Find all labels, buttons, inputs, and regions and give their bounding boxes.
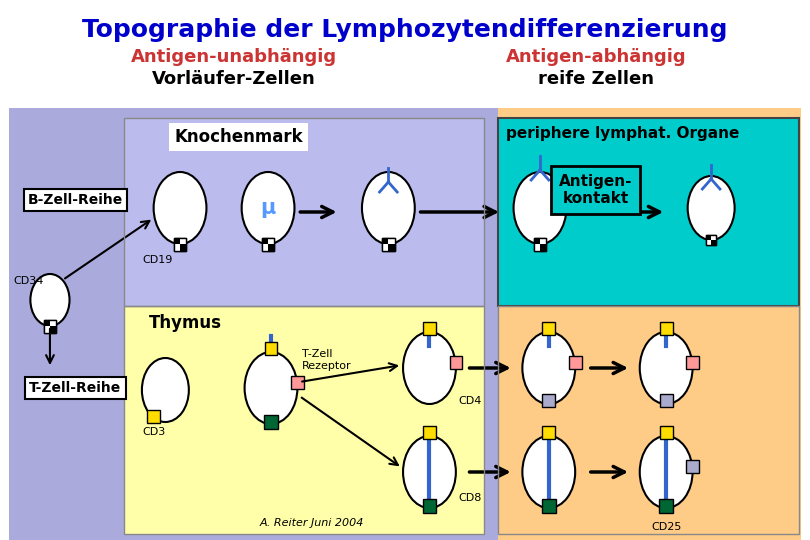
Bar (291, 375, 304, 388)
Bar (543, 426, 555, 438)
Bar (262, 238, 275, 251)
Ellipse shape (522, 332, 575, 404)
Text: CD34: CD34 (14, 276, 44, 286)
Bar (659, 499, 673, 513)
Text: Antigen-
kontakt: Antigen- kontakt (559, 174, 633, 206)
Bar (543, 321, 555, 334)
Bar (44, 320, 57, 333)
Ellipse shape (154, 172, 207, 244)
Bar (50, 326, 57, 333)
Ellipse shape (362, 172, 415, 244)
Bar (711, 235, 716, 240)
Bar (124, 118, 484, 306)
Bar (124, 306, 484, 534)
Text: CD3: CD3 (142, 427, 165, 437)
Bar (124, 118, 484, 306)
Bar (706, 235, 716, 245)
Bar (423, 321, 436, 334)
Text: reife Zellen: reife Zellen (538, 70, 654, 88)
Ellipse shape (31, 274, 70, 326)
Bar (262, 244, 268, 251)
Bar (660, 426, 672, 438)
Bar (382, 238, 388, 244)
Bar (711, 240, 716, 245)
Bar (44, 320, 50, 326)
Bar (124, 306, 484, 534)
Bar (44, 320, 57, 333)
Text: Antigen-abhängig: Antigen-abhängig (505, 48, 686, 66)
Bar (534, 238, 546, 251)
Text: CD4: CD4 (458, 396, 482, 406)
Ellipse shape (514, 172, 566, 244)
Bar (382, 238, 394, 251)
Bar (382, 244, 388, 251)
Ellipse shape (241, 172, 295, 244)
Bar (173, 238, 186, 251)
Ellipse shape (142, 358, 189, 422)
Bar (534, 238, 540, 244)
Text: A. Reiter Juni 2004: A. Reiter Juni 2004 (260, 518, 364, 528)
Bar (706, 235, 716, 245)
Bar (450, 355, 463, 368)
Bar (388, 244, 394, 251)
Bar (50, 320, 57, 326)
Bar (706, 235, 711, 240)
Bar (498, 118, 799, 306)
Bar (265, 341, 277, 354)
Bar (660, 321, 672, 334)
Text: Vorläufer-Zellen: Vorläufer-Zellen (152, 70, 316, 88)
Bar (498, 118, 799, 306)
Bar (706, 240, 711, 245)
Text: periphere lymphat. Organe: periphere lymphat. Organe (505, 126, 739, 141)
Ellipse shape (640, 436, 693, 508)
Bar (388, 238, 394, 244)
Text: CD8: CD8 (458, 493, 482, 503)
Bar (264, 415, 278, 429)
Bar (9, 108, 498, 540)
Bar (180, 238, 186, 244)
Bar (173, 238, 180, 244)
Bar (540, 238, 546, 244)
Ellipse shape (403, 332, 456, 404)
Ellipse shape (640, 332, 693, 404)
Bar (173, 244, 180, 251)
Bar (498, 108, 801, 540)
Bar (569, 355, 582, 368)
Text: Thymus: Thymus (148, 314, 221, 332)
Bar (268, 244, 275, 251)
Bar (423, 426, 436, 438)
Bar (262, 238, 268, 244)
Text: B-Zell-Reihe: B-Zell-Reihe (28, 193, 123, 207)
Ellipse shape (522, 436, 575, 508)
Bar (534, 238, 546, 251)
Text: μ: μ (260, 198, 275, 218)
Bar (660, 394, 672, 407)
Bar (686, 355, 699, 368)
Text: Knochenmark: Knochenmark (174, 128, 303, 146)
Bar (180, 244, 186, 251)
Text: CD25: CD25 (651, 522, 681, 532)
Bar (498, 306, 799, 534)
Text: T-Zell-Reihe: T-Zell-Reihe (29, 381, 121, 395)
Text: T-Zell
Rezeptor: T-Zell Rezeptor (302, 349, 352, 371)
Text: Antigen-unabhängig: Antigen-unabhängig (130, 48, 337, 66)
Bar (173, 238, 186, 251)
Bar (534, 244, 540, 251)
Bar (262, 238, 275, 251)
Bar (423, 499, 437, 513)
Bar (686, 460, 699, 472)
Bar (147, 409, 160, 422)
Bar (543, 394, 555, 407)
Text: CD19: CD19 (143, 255, 173, 265)
Ellipse shape (403, 436, 456, 508)
Bar (382, 238, 394, 251)
Bar (540, 244, 546, 251)
Bar (268, 238, 275, 244)
Bar (44, 326, 50, 333)
Bar (542, 499, 556, 513)
Ellipse shape (245, 352, 297, 424)
Text: Topographie der Lymphozytendifferenzierung: Topographie der Lymphozytendifferenzieru… (83, 18, 727, 42)
Ellipse shape (688, 176, 735, 240)
